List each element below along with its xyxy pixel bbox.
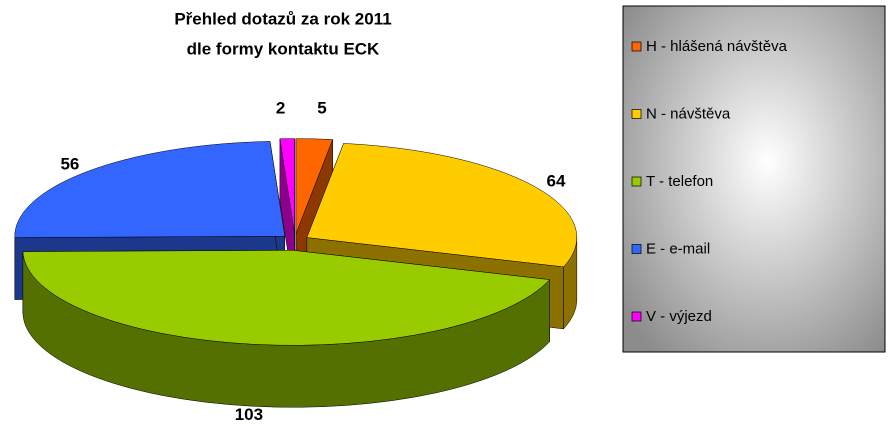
data-label: 56	[60, 154, 79, 173]
legend-label: E - e-mail	[646, 240, 710, 257]
data-label: 103	[235, 405, 263, 424]
pie-slice	[14, 141, 286, 238]
pie-slice	[306, 143, 578, 268]
data-label: 64	[546, 171, 565, 190]
legend-label: V - výjezd	[646, 308, 712, 325]
legend-swatch	[631, 41, 642, 52]
legend-swatch	[631, 311, 642, 322]
legend-swatch	[631, 176, 642, 187]
data-label: 2	[276, 99, 285, 118]
pie-slice	[279, 138, 295, 234]
legend-label: N - návštěva	[646, 105, 731, 122]
data-label: 5	[317, 99, 326, 118]
chart-title: dle formy kontaktu ECK	[187, 39, 380, 58]
legend-swatch	[631, 109, 642, 119]
pie-slice	[22, 250, 551, 346]
chart-title: Přehled dotazů za rok 2011	[174, 9, 391, 28]
legend-swatch	[631, 244, 642, 254]
legend-label: T - telefon	[646, 173, 713, 190]
legend-label: H - hlášená návštěva	[646, 38, 788, 55]
pie-slice	[295, 138, 334, 234]
legend-box	[622, 5, 886, 353]
